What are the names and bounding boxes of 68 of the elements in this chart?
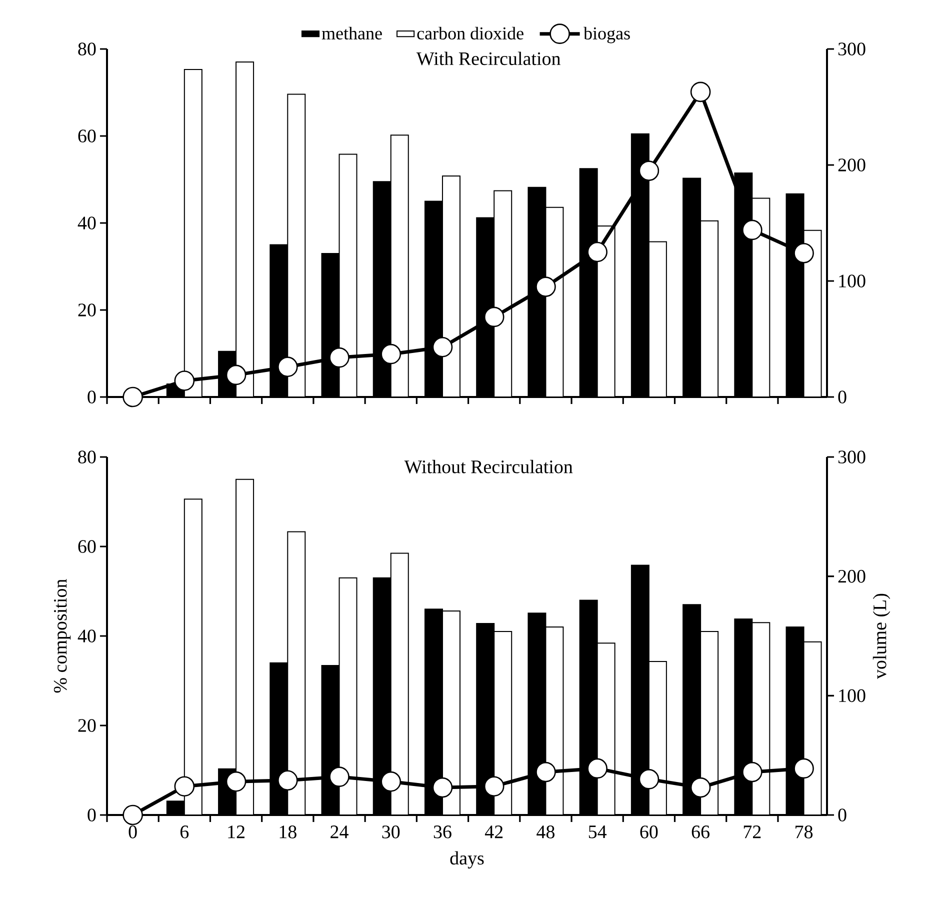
point — [587, 758, 608, 779]
point — [174, 776, 195, 797]
point — [742, 762, 762, 782]
point — [587, 242, 608, 262]
point — [432, 777, 453, 798]
point — [638, 769, 660, 790]
y-tick-label: 20 — [78, 719, 96, 732]
y2-tick-label: 100 — [839, 274, 866, 288]
point — [794, 758, 814, 779]
legend-label: biogas — [584, 26, 630, 44]
point — [277, 356, 298, 377]
point — [484, 306, 504, 328]
legend-label: methane — [322, 26, 382, 40]
point — [536, 276, 556, 297]
y-tick-label: 0 — [88, 390, 96, 404]
point — [742, 220, 762, 240]
x-tick-label: 36 — [434, 826, 452, 838]
x-tick-label: 18 — [280, 826, 296, 838]
x-tick-label: 48 — [536, 826, 554, 838]
legend-label: carbon dioxide — [417, 26, 524, 40]
point — [794, 243, 814, 264]
point — [484, 776, 504, 797]
y-tick-label: 80 — [78, 42, 96, 56]
point — [174, 370, 195, 391]
point — [638, 160, 660, 181]
y2-axis-title: volume (L) — [872, 594, 890, 679]
x-axis-title: days — [450, 851, 484, 868]
y-tick-label: 0 — [88, 808, 96, 822]
x-tick-label: 0 — [128, 826, 137, 838]
y-tick-label: 20 — [78, 304, 96, 316]
chart-title: With Recirculation — [416, 52, 560, 66]
point — [380, 344, 402, 364]
point — [122, 386, 143, 408]
chart-title: Without Recirculation — [404, 460, 573, 474]
y-tick-label: 60 — [78, 130, 96, 142]
y2-tick-label: 0 — [838, 390, 846, 404]
x-tick-label: 24 — [330, 826, 348, 838]
y2-tick-label: 200 — [838, 570, 866, 583]
point — [380, 771, 402, 792]
y2-tick-label: 0 — [838, 808, 846, 822]
x-tick-label: 6 — [180, 826, 189, 838]
point — [690, 777, 711, 798]
y-tick-label: 40 — [78, 216, 96, 230]
x-tick-label: 12 — [228, 826, 244, 838]
x-tick-label: 66 — [692, 826, 710, 838]
x-tick-label: 30 — [382, 826, 400, 838]
x-tick-label: 78 — [796, 826, 813, 838]
y-axis-title: % composition — [54, 579, 71, 693]
y-tick-label: 60 — [78, 540, 96, 553]
y2-tick-label: 200 — [838, 158, 866, 172]
x-tick-label: 72 — [744, 826, 761, 838]
point — [329, 766, 350, 787]
y2-tick-label: 300 — [838, 450, 866, 464]
y2-tick-label: 100 — [839, 689, 866, 702]
point — [226, 364, 246, 386]
x-tick-label: 60 — [640, 826, 658, 838]
point — [690, 82, 711, 102]
point — [122, 804, 143, 826]
point — [277, 770, 298, 791]
x-tick-label: 54 — [588, 826, 607, 838]
point — [329, 347, 350, 368]
y-tick-label: 40 — [78, 630, 96, 642]
y2-tick-label: 300 — [838, 42, 866, 56]
point — [536, 762, 556, 782]
point — [226, 771, 246, 792]
y-tick-label: 80 — [78, 450, 96, 464]
x-tick-label: 42 — [484, 826, 503, 838]
point — [432, 336, 453, 358]
